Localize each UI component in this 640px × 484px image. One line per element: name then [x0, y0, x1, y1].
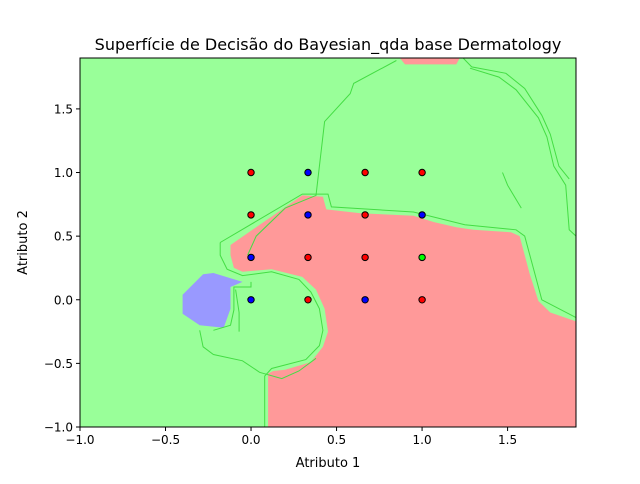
data-point-red [247, 211, 255, 219]
decision-boundaries [199, 58, 576, 427]
data-point-blue [247, 253, 255, 262]
decision-boundary-line [219, 242, 324, 427]
decision-boundary-line [235, 289, 240, 332]
y-tick-label: 0.0 [54, 293, 73, 307]
data-point-red [361, 253, 369, 262]
x-axis: −1.0 −0.5 0.0 0.5 1.0 1.5 [65, 427, 517, 447]
data-points [247, 168, 426, 304]
data-point-red [418, 296, 426, 304]
x-tick-label: −1.0 [65, 433, 94, 447]
data-point-red [361, 168, 369, 177]
decision-boundary-line [247, 60, 397, 256]
decision-boundary-line [462, 58, 570, 180]
y-tick-label: 1.5 [54, 102, 73, 116]
data-point-red [418, 168, 426, 177]
x-tick-label: −0.5 [151, 433, 180, 447]
decision-boundary-line [469, 67, 576, 237]
decision-boundary-line [213, 281, 252, 331]
data-point-blue [247, 296, 255, 304]
data-point-blue [304, 168, 312, 177]
decision-boundary-line [199, 330, 317, 380]
decision-region-red [399, 58, 460, 65]
decision-boundary-line [219, 193, 576, 319]
x-tick-label: 0.5 [327, 433, 346, 447]
x-tick-label: 0.0 [241, 433, 260, 447]
x-axis-label: Atributo 1 [296, 456, 361, 471]
y-tick-label: 1.0 [54, 166, 73, 180]
y-axis-label: Atributo 2 [16, 210, 31, 275]
data-point-blue [361, 296, 369, 304]
decision-boundary-line [502, 172, 522, 209]
data-point-blue [304, 211, 312, 219]
plot-frame [79, 57, 577, 428]
data-point-red [361, 211, 369, 219]
y-tick-label: 0.5 [54, 230, 73, 244]
decision-region-red [230, 195, 576, 427]
y-tick-label: −1.0 [44, 421, 73, 435]
decision-region-blue [182, 273, 243, 328]
data-point-red [304, 296, 312, 304]
data-point-blue [418, 211, 426, 219]
chart-title: Superfície de Decisão do Bayesian_qda ba… [95, 35, 562, 55]
decision-regions [182, 58, 576, 427]
data-point-red [247, 168, 255, 177]
y-tick-label: −0.5 [44, 357, 73, 371]
data-point-red [304, 253, 312, 262]
x-tick-label: 1.5 [498, 433, 517, 447]
data-point-green [418, 253, 426, 262]
x-tick-label: 1.0 [413, 433, 432, 447]
y-axis: −1.0 −0.5 0.0 0.5 1.0 1.5 [44, 102, 80, 435]
